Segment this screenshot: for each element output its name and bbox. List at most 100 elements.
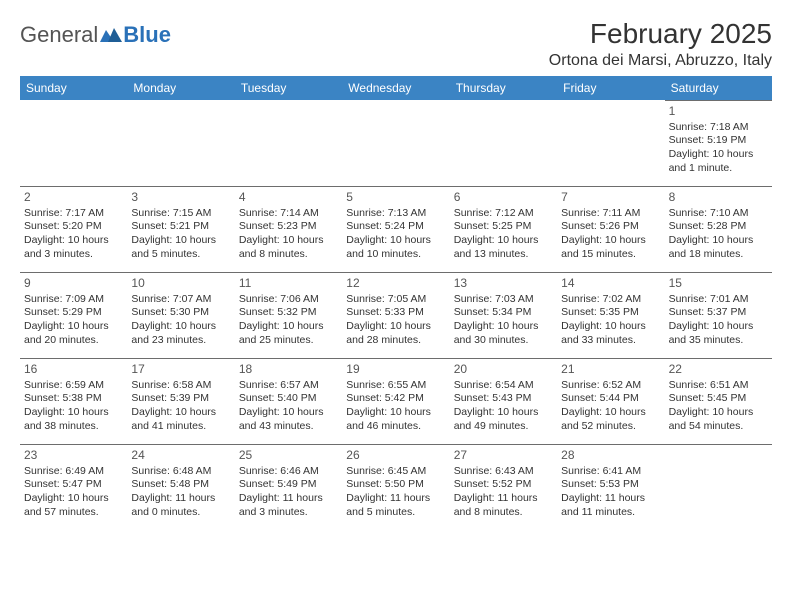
daylight-line: Daylight: 10 hours and 3 minutes.	[24, 234, 123, 261]
day-number: 7	[561, 190, 660, 206]
sunrise-line: Sunrise: 7:17 AM	[24, 207, 123, 221]
day-number: 28	[561, 448, 660, 464]
sunset-line: Sunset: 5:28 PM	[669, 220, 768, 234]
daylight-line: Daylight: 11 hours and 11 minutes.	[561, 492, 660, 519]
calendar-cell: 1Sunrise: 7:18 AMSunset: 5:19 PMDaylight…	[665, 100, 772, 186]
calendar-cell: 12Sunrise: 7:05 AMSunset: 5:33 PMDayligh…	[342, 272, 449, 358]
calendar-cell: 23Sunrise: 6:49 AMSunset: 5:47 PMDayligh…	[20, 444, 127, 530]
weekday-header: Saturday	[665, 76, 772, 100]
location: Ortona dei Marsi, Abruzzo, Italy	[549, 52, 772, 70]
weekday-header: Sunday	[20, 76, 127, 100]
calendar-cell: 22Sunrise: 6:51 AMSunset: 5:45 PMDayligh…	[665, 358, 772, 444]
day-number: 26	[346, 448, 445, 464]
calendar-cell: 21Sunrise: 6:52 AMSunset: 5:44 PMDayligh…	[557, 358, 664, 444]
daylight-line: Daylight: 10 hours and 15 minutes.	[561, 234, 660, 261]
day-number: 2	[24, 190, 123, 206]
daylight-line: Daylight: 10 hours and 38 minutes.	[24, 406, 123, 433]
daylight-line: Daylight: 10 hours and 10 minutes.	[346, 234, 445, 261]
day-number: 21	[561, 362, 660, 378]
sunset-line: Sunset: 5:44 PM	[561, 392, 660, 406]
day-number: 16	[24, 362, 123, 378]
calendar-cell: 28Sunrise: 6:41 AMSunset: 5:53 PMDayligh…	[557, 444, 664, 530]
weekday-header: Friday	[557, 76, 664, 100]
sunset-line: Sunset: 5:29 PM	[24, 306, 123, 320]
daylight-line: Daylight: 11 hours and 8 minutes.	[454, 492, 553, 519]
weekday-header: Wednesday	[342, 76, 449, 100]
day-number: 3	[131, 190, 230, 206]
sunset-line: Sunset: 5:37 PM	[669, 306, 768, 320]
sunrise-line: Sunrise: 6:49 AM	[24, 465, 123, 479]
day-number: 1	[669, 104, 768, 120]
logo-triangle-icon	[100, 22, 122, 48]
daylight-line: Daylight: 10 hours and 54 minutes.	[669, 406, 768, 433]
day-number: 4	[239, 190, 338, 206]
calendar-cell: 25Sunrise: 6:46 AMSunset: 5:49 PMDayligh…	[235, 444, 342, 530]
day-number: 14	[561, 276, 660, 292]
calendar-cell: 20Sunrise: 6:54 AMSunset: 5:43 PMDayligh…	[450, 358, 557, 444]
day-number: 22	[669, 362, 768, 378]
calendar-cell-blank	[665, 444, 772, 530]
sunrise-line: Sunrise: 6:48 AM	[131, 465, 230, 479]
weekday-header: Monday	[127, 76, 234, 100]
calendar-cell: 7Sunrise: 7:11 AMSunset: 5:26 PMDaylight…	[557, 186, 664, 272]
header: General Blue February 2025 Ortona dei Ma…	[20, 18, 772, 70]
day-number: 20	[454, 362, 553, 378]
sunset-line: Sunset: 5:19 PM	[669, 134, 768, 148]
sunset-line: Sunset: 5:21 PM	[131, 220, 230, 234]
calendar-cell: 11Sunrise: 7:06 AMSunset: 5:32 PMDayligh…	[235, 272, 342, 358]
day-number: 15	[669, 276, 768, 292]
daylight-line: Daylight: 10 hours and 41 minutes.	[131, 406, 230, 433]
daylight-line: Daylight: 10 hours and 52 minutes.	[561, 406, 660, 433]
calendar-cell: 27Sunrise: 6:43 AMSunset: 5:52 PMDayligh…	[450, 444, 557, 530]
sunrise-line: Sunrise: 6:45 AM	[346, 465, 445, 479]
calendar-cell-blank	[20, 100, 127, 186]
sunset-line: Sunset: 5:53 PM	[561, 478, 660, 492]
sunrise-line: Sunrise: 7:01 AM	[669, 293, 768, 307]
sunrise-line: Sunrise: 6:41 AM	[561, 465, 660, 479]
daylight-line: Daylight: 10 hours and 43 minutes.	[239, 406, 338, 433]
daylight-line: Daylight: 10 hours and 13 minutes.	[454, 234, 553, 261]
sunrise-line: Sunrise: 6:52 AM	[561, 379, 660, 393]
calendar-cell-blank	[127, 100, 234, 186]
sunrise-line: Sunrise: 6:54 AM	[454, 379, 553, 393]
daylight-line: Daylight: 11 hours and 3 minutes.	[239, 492, 338, 519]
calendar-cell: 13Sunrise: 7:03 AMSunset: 5:34 PMDayligh…	[450, 272, 557, 358]
sunset-line: Sunset: 5:42 PM	[346, 392, 445, 406]
sunset-line: Sunset: 5:23 PM	[239, 220, 338, 234]
day-number: 25	[239, 448, 338, 464]
sunrise-line: Sunrise: 7:18 AM	[669, 121, 768, 135]
sunset-line: Sunset: 5:50 PM	[346, 478, 445, 492]
daylight-line: Daylight: 10 hours and 20 minutes.	[24, 320, 123, 347]
sunset-line: Sunset: 5:38 PM	[24, 392, 123, 406]
logo-text-blue: Blue	[123, 22, 171, 48]
sunset-line: Sunset: 5:47 PM	[24, 478, 123, 492]
sunset-line: Sunset: 5:30 PM	[131, 306, 230, 320]
sunset-line: Sunset: 5:49 PM	[239, 478, 338, 492]
daylight-line: Daylight: 10 hours and 57 minutes.	[24, 492, 123, 519]
daylight-line: Daylight: 10 hours and 8 minutes.	[239, 234, 338, 261]
calendar-cell-blank	[450, 100, 557, 186]
sunrise-line: Sunrise: 7:09 AM	[24, 293, 123, 307]
sunrise-line: Sunrise: 7:10 AM	[669, 207, 768, 221]
sunset-line: Sunset: 5:26 PM	[561, 220, 660, 234]
sunset-line: Sunset: 5:32 PM	[239, 306, 338, 320]
daylight-line: Daylight: 10 hours and 30 minutes.	[454, 320, 553, 347]
sunset-line: Sunset: 5:34 PM	[454, 306, 553, 320]
daylight-line: Daylight: 10 hours and 23 minutes.	[131, 320, 230, 347]
sunset-line: Sunset: 5:33 PM	[346, 306, 445, 320]
calendar-cell: 17Sunrise: 6:58 AMSunset: 5:39 PMDayligh…	[127, 358, 234, 444]
sunrise-line: Sunrise: 6:57 AM	[239, 379, 338, 393]
calendar-cell: 26Sunrise: 6:45 AMSunset: 5:50 PMDayligh…	[342, 444, 449, 530]
calendar-cell: 16Sunrise: 6:59 AMSunset: 5:38 PMDayligh…	[20, 358, 127, 444]
daylight-line: Daylight: 10 hours and 33 minutes.	[561, 320, 660, 347]
daylight-line: Daylight: 10 hours and 28 minutes.	[346, 320, 445, 347]
day-number: 18	[239, 362, 338, 378]
weekday-header: Tuesday	[235, 76, 342, 100]
sunset-line: Sunset: 5:43 PM	[454, 392, 553, 406]
sunrise-line: Sunrise: 7:11 AM	[561, 207, 660, 221]
daylight-line: Daylight: 10 hours and 46 minutes.	[346, 406, 445, 433]
calendar-cell: 3Sunrise: 7:15 AMSunset: 5:21 PMDaylight…	[127, 186, 234, 272]
sunrise-line: Sunrise: 6:46 AM	[239, 465, 338, 479]
calendar-cell-blank	[557, 100, 664, 186]
month-title: February 2025	[549, 18, 772, 50]
